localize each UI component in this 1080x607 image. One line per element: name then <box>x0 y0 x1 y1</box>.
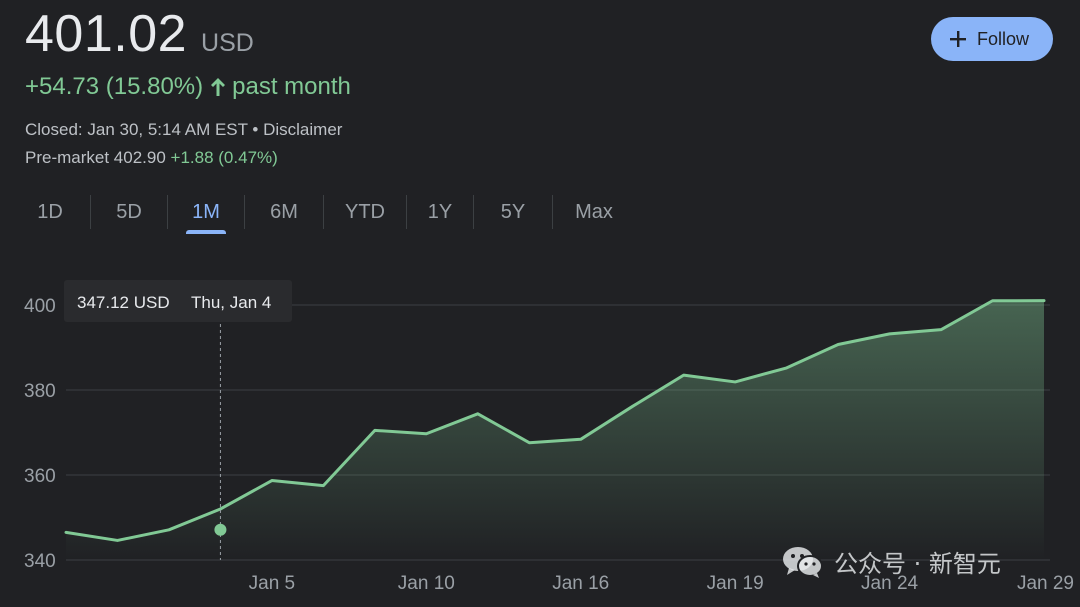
follow-label: Follow <box>976 28 1029 49</box>
x-tick-label: Jan 19 <box>707 573 764 594</box>
premarket-change: +1.88 (0.47%) <box>170 148 278 167</box>
current-price: 401.02 <box>25 5 188 63</box>
plus-icon <box>949 30 967 48</box>
y-tick-label: 380 <box>24 381 56 402</box>
tab-5y[interactable]: 5Y <box>500 201 526 223</box>
tab-divider <box>90 195 91 229</box>
price-header: 401.02 USD <box>25 4 254 64</box>
x-tick-label: Jan 5 <box>249 573 295 594</box>
tab-divider <box>323 195 324 229</box>
x-tick-label: Jan 16 <box>552 573 609 594</box>
time-range-tabs: 1D 5D 1M 6M YTD 1Y 5Y Max <box>20 192 635 232</box>
price-line <box>64 299 1046 542</box>
currency-label: USD <box>201 29 254 57</box>
y-tick-label: 360 <box>24 466 56 487</box>
wechat-icon <box>782 545 824 579</box>
premarket-price: Pre-market 402.90 <box>25 148 166 167</box>
x-tick-label: Jan 29 <box>1017 573 1074 594</box>
tab-divider <box>406 195 407 229</box>
follow-button[interactable]: Follow <box>931 17 1053 61</box>
tab-1m[interactable]: 1M <box>168 192 244 232</box>
watermark-text: 公众号 · 新智元 <box>834 550 1001 578</box>
premarket-row: Pre-market 402.90 +1.88 (0.47%) <box>25 148 278 168</box>
y-tick-label: 400 <box>24 296 56 317</box>
tab-ytd[interactable]: YTD <box>345 201 385 223</box>
tooltip-box <box>64 280 292 322</box>
x-tick-label: Jan 10 <box>398 573 455 594</box>
price-area <box>66 300 1044 560</box>
change-period: past month <box>232 73 351 100</box>
price-change-row: +54.73 (15.80%) past month <box>25 73 351 101</box>
price-change: +54.73 (15.80%) <box>25 73 204 100</box>
tab-1y[interactable]: 1Y <box>427 201 453 223</box>
y-tick-label: 340 <box>24 551 56 572</box>
closed-status: Closed: Jan 30, 5:14 AM EST • Disclaimer <box>25 120 343 139</box>
watermark: 公众号 · 新智元 <box>782 544 1001 579</box>
tooltip-value: 347.12 USD <box>77 293 170 312</box>
tab-1d[interactable]: 1D <box>37 201 63 223</box>
tab-6m[interactable]: 6M <box>270 201 298 223</box>
x-tick-label: Jan 24 <box>861 573 918 594</box>
tab-5d[interactable]: 5D <box>116 201 142 223</box>
tab-max[interactable]: Max <box>575 201 613 223</box>
arrow-up-icon <box>210 77 226 97</box>
tab-divider <box>473 195 474 229</box>
tab-divider <box>552 195 553 229</box>
hover-point[interactable] <box>214 523 227 536</box>
tab-divider <box>244 195 245 229</box>
tooltip-date: Thu, Jan 4 <box>191 293 271 312</box>
